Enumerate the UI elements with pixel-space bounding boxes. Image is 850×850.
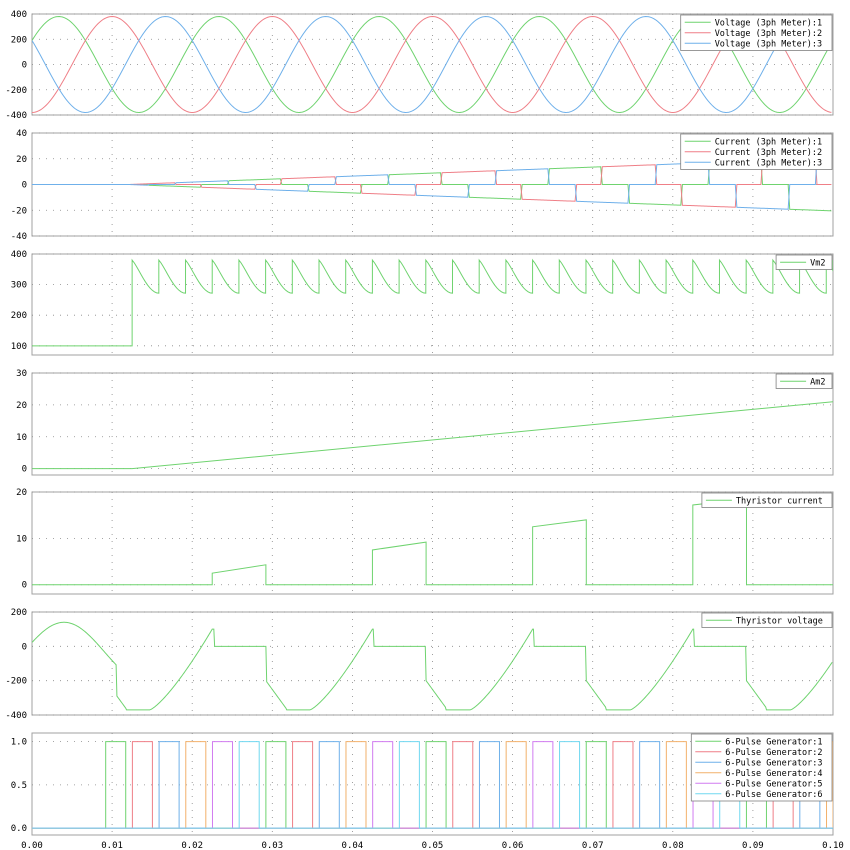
legend: Thyristor voltage [701,612,833,628]
legend-label: Thyristor voltage [736,616,823,626]
plot-area [31,372,834,476]
y-tick-label: 0 [22,465,27,475]
legend: Thyristor current [701,492,833,508]
y-tick-label: 10 [16,433,27,443]
legend-label: Voltage (3ph Meter):3 [715,39,822,49]
x-tick-label: 0.04 [342,841,364,850]
legend-box [690,733,833,802]
y-tick-label: 400 [11,250,27,260]
x-tick-label: 0.09 [742,841,764,850]
plot-area [31,253,834,356]
y-tick-label: 100 [11,342,27,352]
y-tick-label: 200 [11,311,27,321]
y-tick-label: -20 [11,206,27,216]
y-tick-label: 20 [16,155,27,165]
y-tick-label: 0 [22,642,27,652]
plot-area [31,611,834,716]
series-line [32,621,833,711]
y-tick-label: 200 [11,608,27,618]
legend: Am2 [775,373,833,389]
x-tick-label: 0.08 [662,841,684,850]
y-tick-label: 400 [11,10,27,20]
scope-panel-5: 20 10 0 Thyristor current [16,488,834,595]
y-tick-label: 0 [22,61,27,71]
legend-label: 6-Pulse Generator:1 [725,737,822,747]
y-tick-label: 40 [16,129,27,139]
x-axis: 0.00 0.01 0.02 0.03 0.04 0.05 0.06 0.07 0.08 0.09… [21,841,844,850]
scope-panel-4: 30 20 10 0 Am2 [16,369,834,476]
x-tick-label: 0.05 [422,841,444,850]
y-tick-label: -40 [11,232,27,242]
y-tick-label: -400 [5,711,27,721]
legend-box [701,492,833,508]
legend: 6-Pulse Generator:16-Pulse Generator:26-… [690,733,833,802]
legend-label: Voltage (3ph Meter):1 [715,18,822,28]
traces [32,621,833,711]
x-tick-label: 0.01 [101,841,123,850]
scope-panel-3: 400 300 200 100 Vm2 [11,250,834,356]
y-tick-label: 1.0 [11,738,27,748]
legend-label: Current (3ph Meter):1 [715,137,822,147]
series-line [32,401,833,470]
series-line [32,160,832,212]
scope-panel-6: 200 0 -200 -400 Thyristor voltage [5,608,834,721]
legend-label: 6-Pulse Generator:4 [725,769,822,779]
y-tick-label: -200 [5,86,27,96]
x-tick-label: 0.06 [502,841,524,850]
legend-label: 6-Pulse Generator:6 [725,790,822,800]
scope-panel-7: 1.00.50.06-Pulse Generator:16-Pulse Gene… [11,732,834,836]
x-tick-label: 0.07 [582,841,604,850]
legend-label: Vm2 [810,258,825,268]
series-line [32,158,832,208]
legend: Vm2 [775,254,833,270]
legend-label: 6-Pulse Generator:3 [725,758,822,768]
legend-label: Thyristor current [736,496,823,506]
series-line [32,16,832,113]
legend-label: Current (3ph Meter):2 [715,148,822,158]
legend-label: Voltage (3ph Meter):2 [715,29,822,39]
legend-label: 6-Pulse Generator:5 [725,779,822,789]
y-tick-label: 0 [22,581,27,591]
y-tick-label: 10 [16,534,27,544]
y-tick-label: 30 [16,369,27,379]
y-tick-label: -200 [5,677,27,687]
y-tick-label: 200 [11,35,27,45]
y-tick-label: -400 [5,111,27,121]
x-tick-label: 0.00 [21,841,43,850]
y-tick-label: 0.5 [11,781,27,791]
y-tick-label: 0.0 [11,824,27,834]
x-tick-label: 0.02 [181,841,203,850]
legend-box [701,612,833,628]
legend-label: 6-Pulse Generator:2 [725,748,822,758]
legend-label: Am2 [810,377,825,387]
y-tick-label: 300 [11,281,27,291]
x-tick-label: 0.03 [261,841,283,850]
y-tick-label: 20 [16,401,27,411]
traces [32,401,833,470]
y-tick-label: 20 [16,488,27,498]
y-tick-label: 0 [22,181,27,191]
x-tick-label: 0.10 [822,841,844,850]
series-line [32,16,832,113]
legend-label: Current (3ph Meter):3 [715,158,822,168]
traces [32,258,833,347]
series-line [32,258,833,347]
